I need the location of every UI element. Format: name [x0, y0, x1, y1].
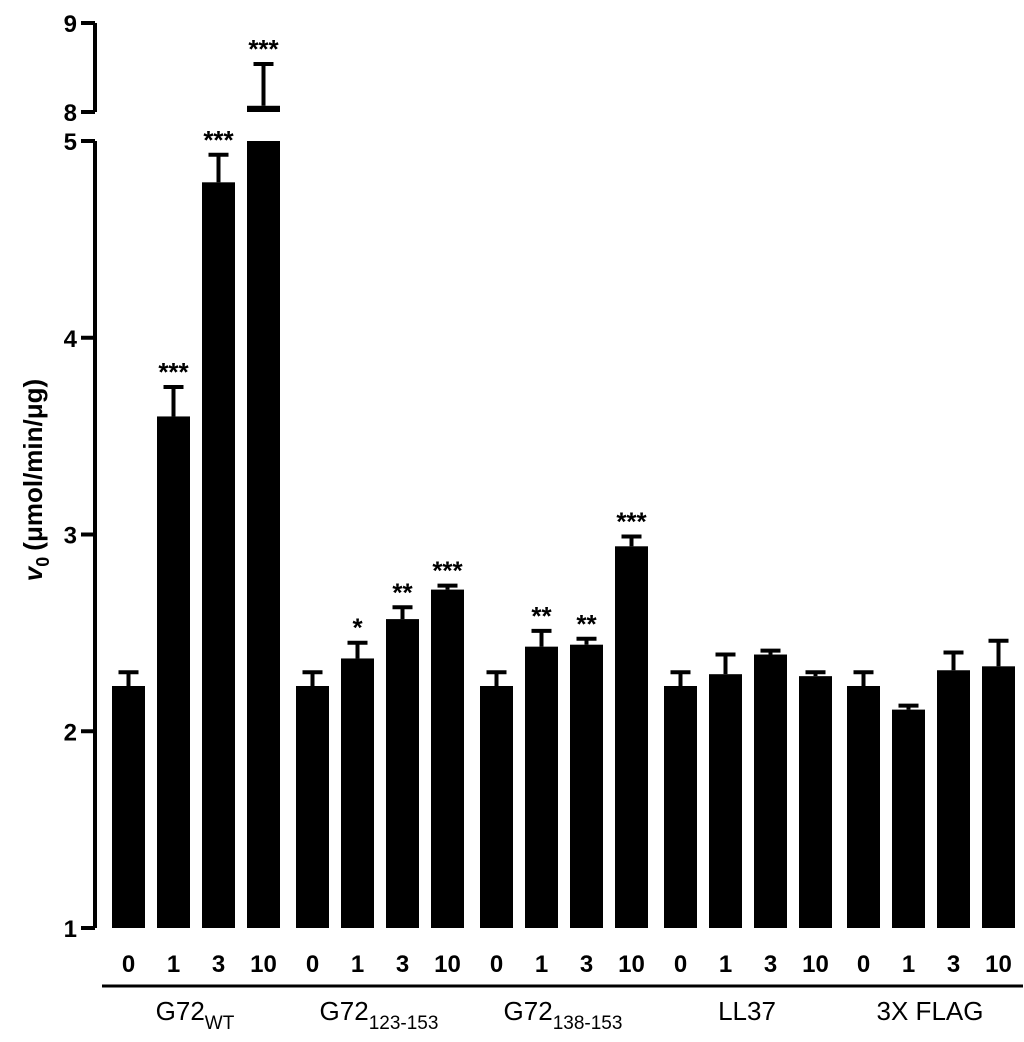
bar	[247, 141, 280, 928]
group-label-subscript: 138-153	[553, 1013, 623, 1034]
bar	[431, 589, 464, 928]
bar	[892, 709, 925, 928]
category-label: 10	[985, 951, 1012, 978]
group-label: G72123-153	[320, 996, 439, 1034]
group-label-subscript: WT	[205, 1013, 235, 1034]
category-label: 10	[250, 951, 277, 978]
y-tick-label: 2	[64, 719, 77, 746]
bar	[615, 546, 648, 928]
y-tick-label: 5	[64, 129, 77, 156]
group-label-main: G72	[504, 996, 553, 1026]
bar	[754, 654, 787, 928]
category-label: 1	[902, 951, 915, 978]
bar	[847, 685, 880, 928]
group-label-main: G72	[156, 996, 205, 1026]
group-label: 3X FLAG	[877, 996, 984, 1026]
bar	[386, 619, 419, 928]
category-label: 3	[580, 951, 593, 978]
y-axis: 1 2 3 4 58 9	[64, 11, 97, 943]
category-label: 1	[351, 951, 364, 978]
bar	[799, 676, 832, 928]
bar	[937, 670, 970, 928]
significance-label: **	[392, 577, 413, 607]
category-label: 10	[802, 951, 829, 978]
category-label: 1	[535, 951, 548, 978]
bar	[112, 685, 145, 928]
category-label: 0	[857, 951, 870, 978]
significance-label: ***	[158, 357, 189, 387]
category-label: 3	[764, 951, 777, 978]
y-tick-label: 8	[64, 100, 77, 127]
bar	[982, 666, 1015, 928]
y-axis-label: v0 (μmol/min/μg)	[18, 379, 53, 581]
group-label-main: 3X FLAG	[877, 996, 984, 1026]
group-label-main: LL37	[718, 996, 776, 1026]
significance-label: ***	[432, 556, 463, 586]
category-label: 3	[947, 951, 960, 978]
bar	[525, 646, 558, 928]
bar	[570, 644, 603, 928]
bar	[480, 685, 513, 928]
group-label-main: G72	[320, 996, 369, 1026]
significance-label: ***	[248, 34, 279, 64]
group-label-subscript: 123-153	[369, 1013, 439, 1034]
bar	[341, 658, 374, 928]
significance-label: ***	[203, 125, 234, 155]
category-label: 10	[618, 951, 645, 978]
y-axis-label-variable: v	[18, 565, 48, 581]
group-label: G72138-153	[504, 996, 623, 1034]
category-label: 3	[396, 951, 409, 978]
significance-label: *	[352, 613, 363, 643]
significance-label: **	[531, 601, 552, 631]
y-tick-label: 4	[64, 326, 78, 353]
y-tick-label: 3	[64, 523, 77, 550]
bar	[709, 674, 742, 928]
bar	[202, 182, 235, 928]
group-label: G72WT	[156, 996, 235, 1034]
group-label: LL37	[718, 996, 776, 1026]
y-axis-label-unit: (μmol/min/μg)	[18, 379, 48, 551]
category-label: 1	[719, 951, 732, 978]
bar	[664, 685, 697, 928]
category-label: 1	[167, 951, 180, 978]
category-label: 10	[434, 951, 461, 978]
bar-upper-segment	[247, 105, 280, 112]
y-tick-label: 9	[64, 11, 77, 38]
y-axis-label-subscript: 0	[33, 557, 53, 567]
category-label: 0	[674, 951, 687, 978]
category-label: 0	[490, 951, 503, 978]
bar-series: ***************** *****	[112, 34, 1015, 928]
bar	[296, 685, 329, 928]
category-label: 0	[122, 951, 135, 978]
bar	[157, 416, 190, 928]
category-label: 3	[212, 951, 225, 978]
y-tick-label: 1	[64, 916, 77, 943]
significance-label: ***	[616, 506, 647, 536]
category-label: 0	[306, 951, 319, 978]
significance-label: **	[576, 609, 597, 639]
